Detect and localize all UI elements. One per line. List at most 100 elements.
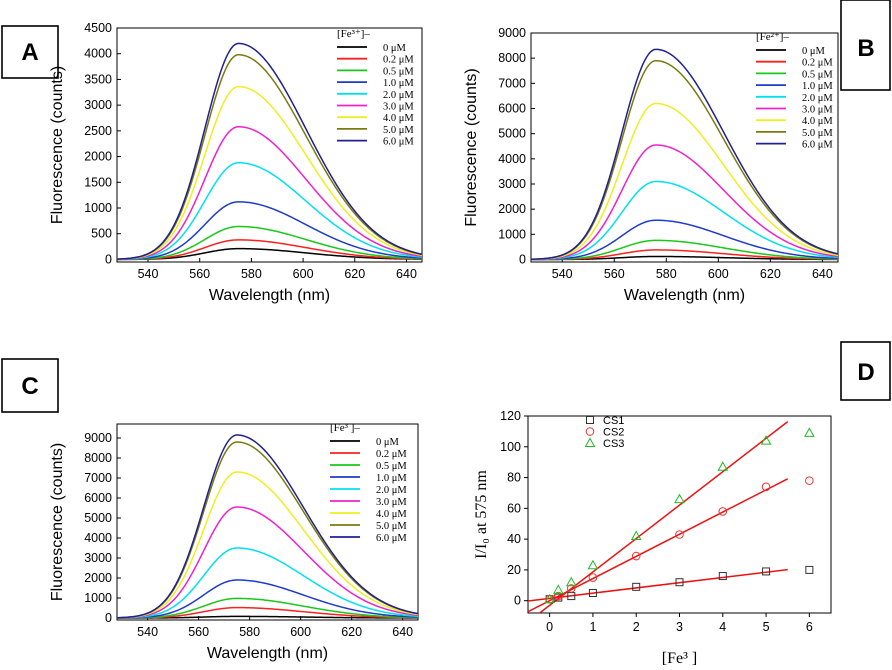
panel-d-plot xyxy=(528,421,789,613)
panel-d-xtick-label: 6 xyxy=(806,620,813,634)
panel-d-ytick-label: 60 xyxy=(507,501,521,515)
panel-b-ylabel: Fluorescence (counts) xyxy=(463,68,480,226)
panel-d-point-cs3 xyxy=(674,493,685,504)
panel-b-ytick-label: 8000 xyxy=(498,51,526,65)
panel-d-point-cs2 xyxy=(675,530,684,539)
panel-b-legend-label: 0.2 μM xyxy=(802,58,833,69)
panel-c-legend-label: 1.0 μM xyxy=(376,473,407,484)
panel-d-legend-marker xyxy=(586,416,594,424)
panel-a-legend-label: 1.0 μM xyxy=(383,78,414,89)
panel-a-series-7 xyxy=(117,53,422,260)
panel-d-fit-line-cs1 xyxy=(528,568,788,602)
panel-b-legend-label: 0.5 μM xyxy=(802,69,833,80)
panel-c-ytick-label: 8000 xyxy=(84,451,112,465)
panel-c-chart: 540 560 580 600 620 640 0 1000 2000 3000 4000 5000 6… xyxy=(49,422,419,662)
panel-c-legend-label: 3.0 μM xyxy=(376,497,407,508)
panel-a-xtick-label: 580 xyxy=(241,267,262,281)
badge-b-label: B xyxy=(857,35,874,62)
panel-d-point-cs2 xyxy=(805,476,814,485)
panel-a-series-5 xyxy=(117,125,422,260)
panel-b-ytick-label: 2000 xyxy=(498,202,526,216)
panel-c-ytick-label: 9000 xyxy=(84,431,112,445)
panel-c-ytick-label: 0 xyxy=(105,611,112,625)
panel-a-xlabel: Wavelength (nm) xyxy=(209,287,330,304)
panel-b-series-5 xyxy=(531,144,838,261)
panel-d-point-cs2 xyxy=(761,482,771,492)
panel-b-ytick-label: 1000 xyxy=(498,227,526,241)
panel-c-ytick-label: 6000 xyxy=(84,491,112,505)
panel-b-ytick-label: 4000 xyxy=(498,152,526,166)
panel-b-legend-label: 6.0 μM xyxy=(802,140,833,151)
badge-d: D xyxy=(840,341,891,401)
panel-d-point-cs2 xyxy=(554,591,563,601)
panel-d-point-cs1 xyxy=(675,578,684,587)
panel-a-series-8 xyxy=(117,42,422,260)
panel-d-point-cs1 xyxy=(718,572,727,581)
panel-b-legend-label: 3.0 μM xyxy=(802,105,833,116)
panel-b-ytick-label: 6000 xyxy=(498,101,526,115)
panel-a-legend-title: [Fe³⁺]– xyxy=(337,28,370,40)
panel-c-xtick-label: 600 xyxy=(290,625,311,639)
panel-c-ytick-label: 3000 xyxy=(84,551,112,565)
panel-d-xtick-label: 2 xyxy=(633,620,640,634)
panel-d-frame xyxy=(527,415,832,614)
panel-c-series-7 xyxy=(117,441,418,619)
panel-a-legend-label: 5.0 μM xyxy=(383,125,414,136)
panel-a-series-0 xyxy=(117,247,422,261)
panel-d-point-cs2 xyxy=(588,573,598,582)
panel-b-ytick-label: 9000 xyxy=(498,26,526,40)
panel-b-series-4 xyxy=(531,180,838,261)
panel-c-legend-label: 0 μM xyxy=(376,437,400,448)
panel-c-ytick-label: 1000 xyxy=(84,591,112,605)
panel-d-xtick-label: 1 xyxy=(589,620,596,634)
panel-a-ytick-label: 2500 xyxy=(84,124,112,138)
panel-d-legend-label: CS1 xyxy=(603,415,624,427)
panel-c-legend: [Fe³ ]– 0 μM0.2 μM0.5 μM1.0 μM2.0 μM3.0 μ… xyxy=(330,422,407,544)
panel-d-point-cs3 xyxy=(587,559,599,570)
panel-a-series-2 xyxy=(117,225,422,261)
panel-d-point-cs2 xyxy=(566,584,576,593)
panel-a-ytick-label: 1500 xyxy=(84,175,112,189)
panel-d-xtick-label: 5 xyxy=(763,620,770,634)
panel-b-series-2 xyxy=(531,239,838,261)
panel-d-xlabel: [Fe³ ] xyxy=(662,650,697,667)
panel-c-series-8 xyxy=(117,434,418,619)
panel-a-curves xyxy=(117,42,422,261)
panel-c-legend-title: [Fe³ ]– xyxy=(330,422,360,434)
panel-d-xtick-label: 0 xyxy=(546,620,553,634)
panel-c-legend-label: 0.2 μM xyxy=(376,449,407,460)
panel-c-series-0 xyxy=(117,615,418,619)
panel-a-xtick-label: 640 xyxy=(396,267,417,281)
panel-a-legend-label: 0 μM xyxy=(383,43,407,54)
panel-d-fit-line-cs2 xyxy=(528,478,789,613)
panel-c-ytick-label: 5000 xyxy=(84,511,112,525)
panel-d-xtick-label: 3 xyxy=(676,620,683,634)
panel-c-series-2 xyxy=(117,597,418,619)
panel-b-chart: 540 560 580 600 620 640 0 1000 2000 3000 4000 5000 6… xyxy=(463,26,839,304)
panel-c-legend-label: 4.0 μM xyxy=(376,509,407,520)
panel-a-ytick-label: 2000 xyxy=(84,150,112,164)
panel-a-ytick-label: 4500 xyxy=(84,21,112,35)
panel-a-legend-label: 6.0 μM xyxy=(383,137,414,148)
panel-a-ylabel: Fluorescence (counts) xyxy=(49,66,66,224)
panel-c-series-3 xyxy=(117,579,418,619)
badge-c-label: C xyxy=(21,373,38,400)
badge-a-label: A xyxy=(21,39,38,66)
panel-c-series-5 xyxy=(117,506,418,619)
panel-a-ytick-label: 0 xyxy=(105,252,112,266)
panel-b-legend-label: 4.0 μM xyxy=(802,116,833,127)
panel-a-legend-label: 2.0 μM xyxy=(383,90,414,101)
panel-a-ytick-label: 1000 xyxy=(84,201,112,215)
panel-d-fit-line-cs3 xyxy=(538,421,789,613)
panel-a-series-6 xyxy=(117,85,422,260)
panel-d-ytick-label: 0 xyxy=(514,594,521,608)
panel-c-legend-label: 2.0 μM xyxy=(376,485,407,496)
panel-d-ytick-label: 40 xyxy=(507,532,521,546)
panel-c-series-6 xyxy=(117,471,418,619)
panel-d-legend-marker xyxy=(585,427,595,436)
panel-a-xtick-label: 620 xyxy=(344,267,365,281)
panel-b-ytick-label: 0 xyxy=(519,252,526,266)
panel-d-point-cs1 xyxy=(805,565,814,574)
